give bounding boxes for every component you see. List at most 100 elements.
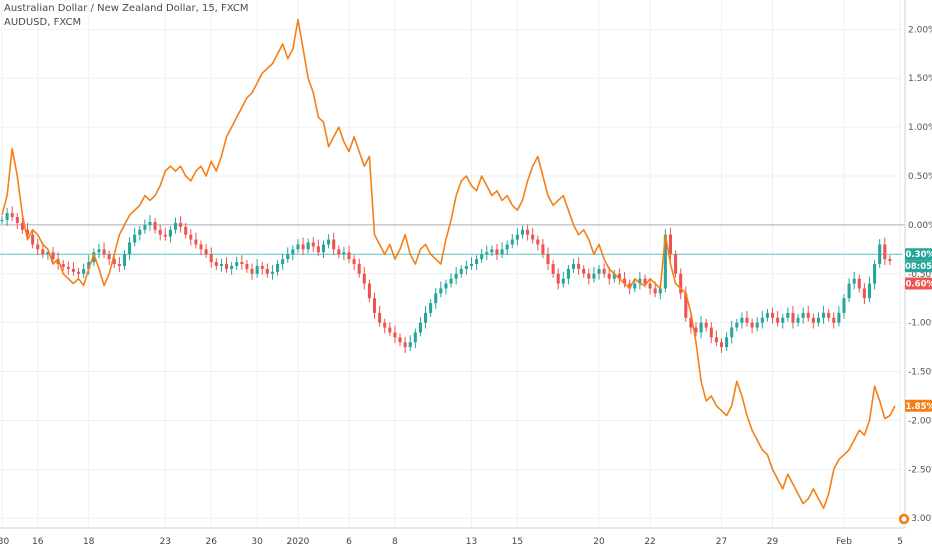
candle-body (730, 327, 734, 338)
candle-body (393, 332, 397, 338)
candle-body (546, 254, 550, 264)
candle-body (719, 342, 724, 348)
candle-body (725, 337, 729, 348)
candle-body (796, 317, 800, 323)
candle-body (429, 303, 433, 313)
price-badge-label: -0.30% (902, 250, 932, 260)
candle-body (842, 298, 846, 313)
candle-body (87, 262, 91, 269)
candle-body (209, 254, 213, 263)
candle-body (668, 234, 673, 255)
candle-body (153, 221, 157, 230)
x-tick-label: 30 (251, 537, 263, 547)
candle-body (204, 249, 208, 255)
candle-body (255, 265, 259, 274)
candle-body (97, 249, 101, 253)
candle-body (633, 283, 637, 289)
chart-title: Australian Dollar / New Zealand Dollar, … (4, 3, 249, 14)
candle-body (316, 246, 320, 253)
candle-body (362, 273, 366, 284)
candle-body (883, 244, 887, 260)
candle-body (158, 229, 162, 235)
candle-body (133, 234, 137, 243)
candle-body (92, 252, 96, 263)
price-badge-label: 08:05 (905, 262, 932, 272)
candle-body (235, 262, 239, 266)
candle-body (806, 312, 810, 318)
candle-body (531, 234, 535, 240)
candle-body (15, 217, 19, 223)
x-tick-label: 27 (716, 537, 727, 547)
price-badge (905, 399, 932, 412)
candle-body (20, 222, 24, 230)
candle-body (648, 283, 652, 289)
chart-subtitle: AUDUSD, FXCM (4, 17, 82, 28)
candle-body (398, 337, 402, 343)
candle-body (811, 317, 815, 323)
candle-body (413, 332, 417, 343)
candle-body (230, 265, 234, 269)
candle-body (128, 242, 132, 255)
y-tick-label: -1.50% (908, 368, 932, 378)
candle-body (623, 278, 627, 284)
y-tick-label: -3.00% (908, 514, 932, 524)
candle-body (771, 312, 775, 318)
y-tick-label: 1.00% (908, 123, 932, 133)
x-tick-label: 18 (83, 537, 95, 547)
candle-body (281, 259, 285, 264)
candle-body (628, 283, 632, 289)
candle-body (612, 273, 616, 279)
candle-body (102, 249, 106, 255)
scroll-to-realtime-button[interactable] (897, 512, 911, 526)
candle-body (112, 259, 116, 264)
candle-body (674, 254, 678, 274)
candle-body (41, 249, 45, 255)
candle-body (643, 278, 647, 284)
candle-body (265, 268, 269, 274)
candle-body (485, 252, 489, 255)
candle-body (286, 254, 290, 260)
y-tick-label: -2.00% (908, 416, 932, 426)
candle-body (245, 264, 249, 269)
candle-body (684, 293, 688, 318)
candle-body (653, 288, 657, 294)
candle-body (173, 222, 178, 230)
candle-body (556, 273, 560, 284)
candle-body (857, 278, 861, 289)
x-tick-label: 20 (593, 537, 605, 547)
candle-body (745, 317, 749, 323)
x-tick-label: :30 (0, 537, 10, 547)
candle-body (296, 244, 300, 250)
candle-body (25, 229, 30, 235)
candle-body (526, 229, 530, 235)
candle-body (199, 244, 203, 250)
candle-body (378, 312, 382, 323)
candle-body (602, 268, 606, 274)
candle-body (873, 264, 877, 284)
candle-body (434, 293, 438, 304)
candle-body (449, 278, 453, 284)
y-tick-label: -1.00% (908, 319, 932, 329)
series-line (1, 18, 896, 510)
candle-body (408, 342, 412, 348)
candle-body (332, 239, 336, 250)
price-badge-label: -0.60% (902, 280, 932, 290)
candle-body (776, 317, 780, 323)
candle-body (781, 317, 785, 323)
candle-body (306, 242, 310, 250)
y-tick-label: 2.00% (908, 25, 932, 35)
candle-body (561, 278, 565, 284)
x-tick-label: 6 (346, 537, 352, 547)
candle-body (755, 322, 759, 328)
price-badge (905, 277, 932, 290)
candle-body (372, 298, 377, 313)
candle-body (679, 273, 683, 294)
price-badges: -0.30% 08:05 -0.60% -1.85% (902, 248, 932, 412)
grid-layer (0, 0, 901, 528)
candle-body (444, 283, 448, 289)
candle-body (214, 262, 218, 266)
x-tick-label: 16 (32, 537, 44, 547)
candle-body (122, 254, 126, 266)
